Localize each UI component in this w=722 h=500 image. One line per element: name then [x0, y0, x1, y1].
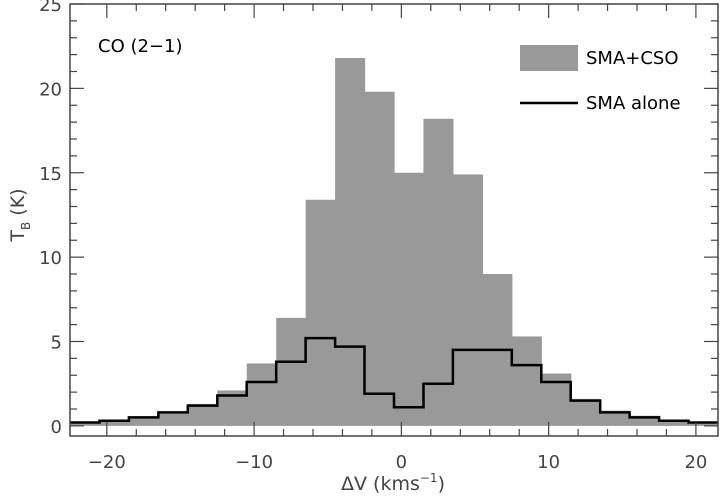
histogram-bar	[511, 336, 542, 426]
histogram-bar	[128, 417, 159, 426]
annotation-label: CO (2−1)	[98, 36, 183, 57]
legend-swatch-sma-cso	[520, 45, 578, 71]
y-tick-label: 0	[51, 417, 62, 438]
legend-label-sma-alone: SMA alone	[586, 93, 681, 114]
y-tick-label: 20	[39, 79, 62, 100]
histogram-bar	[629, 415, 660, 426]
axis-ticks: −20 −10 0 10 20 0 5 10 15 20 25	[39, 0, 718, 473]
x-tick-label: −20	[88, 452, 126, 473]
step-line-series	[70, 336, 718, 424]
y-tick-label: 10	[39, 248, 62, 269]
histogram-bar	[187, 403, 218, 426]
histogram-bar	[394, 172, 425, 426]
y-tick-label: 15	[39, 164, 62, 185]
histogram-bar	[600, 410, 631, 426]
x-tick-label: −10	[235, 452, 273, 473]
y-tick-label: 5	[51, 333, 62, 354]
legend-label-sma-cso: SMA+CSO	[586, 48, 679, 69]
histogram-bar	[305, 199, 336, 426]
y-tick-label: 25	[39, 0, 62, 16]
histogram-bar	[158, 412, 189, 426]
histogram-bar	[452, 174, 483, 426]
histogram-bar	[659, 420, 690, 426]
x-axis-label: ΔV (kms−1)	[341, 471, 445, 495]
sma-alone-step-line	[70, 336, 718, 424]
histogram-bar	[688, 422, 719, 426]
y-axis-label: TB (K)	[7, 188, 33, 242]
histogram-bar	[423, 118, 454, 426]
x-tick-label: 10	[537, 452, 560, 473]
plot-frame	[69, 3, 719, 437]
histogram-bar	[276, 317, 307, 426]
histogram-bars	[70, 58, 719, 426]
legend: SMA+CSO SMA alone	[520, 45, 681, 114]
histogram-bar	[364, 91, 395, 426]
histogram-bar	[246, 363, 277, 426]
x-tick-label: 0	[396, 452, 407, 473]
histogram-bar	[70, 422, 101, 426]
x-tick-label: 20	[684, 452, 707, 473]
histogram-bar	[570, 398, 601, 426]
histogram-bar	[99, 420, 130, 426]
histogram-bar	[335, 58, 366, 426]
